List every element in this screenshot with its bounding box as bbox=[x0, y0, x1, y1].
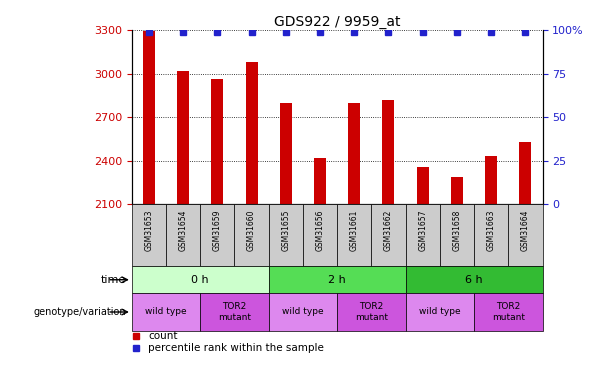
Bar bbox=[303, 204, 337, 266]
Text: percentile rank within the sample: percentile rank within the sample bbox=[148, 343, 324, 353]
Text: genotype/variation: genotype/variation bbox=[33, 307, 126, 317]
Bar bbox=[451, 177, 463, 204]
Bar bbox=[417, 166, 428, 204]
Bar bbox=[519, 142, 531, 204]
Bar bbox=[440, 204, 474, 266]
Text: GSM31657: GSM31657 bbox=[418, 209, 427, 251]
Bar bbox=[200, 204, 235, 266]
Text: GSM31653: GSM31653 bbox=[145, 209, 153, 251]
Title: GDS922 / 9959_at: GDS922 / 9959_at bbox=[274, 15, 400, 29]
Bar bbox=[337, 204, 371, 266]
Bar bbox=[200, 293, 268, 331]
Bar bbox=[371, 204, 406, 266]
Text: wild type: wild type bbox=[282, 308, 324, 316]
Text: 0 h: 0 h bbox=[191, 275, 209, 285]
Bar bbox=[143, 32, 155, 204]
Text: 2 h: 2 h bbox=[329, 275, 346, 285]
Text: GSM31663: GSM31663 bbox=[487, 209, 496, 251]
Text: TOR2
mutant: TOR2 mutant bbox=[218, 302, 251, 322]
Text: GSM31655: GSM31655 bbox=[281, 209, 291, 251]
Text: TOR2
mutant: TOR2 mutant bbox=[492, 302, 525, 322]
Bar bbox=[474, 204, 508, 266]
Bar bbox=[268, 266, 406, 293]
Text: wild type: wild type bbox=[145, 308, 187, 316]
Bar bbox=[268, 293, 337, 331]
Text: GSM31662: GSM31662 bbox=[384, 209, 393, 251]
Text: GSM31659: GSM31659 bbox=[213, 209, 222, 251]
Text: GSM31664: GSM31664 bbox=[521, 209, 530, 251]
Bar bbox=[348, 103, 360, 204]
Bar bbox=[314, 158, 326, 204]
Text: TOR2
mutant: TOR2 mutant bbox=[355, 302, 388, 322]
Bar bbox=[211, 80, 223, 204]
Bar bbox=[132, 293, 200, 331]
Text: GSM31658: GSM31658 bbox=[452, 209, 462, 251]
Bar bbox=[337, 293, 406, 331]
Text: GSM31660: GSM31660 bbox=[247, 209, 256, 251]
Bar bbox=[166, 204, 200, 266]
Text: count: count bbox=[148, 331, 178, 341]
Bar bbox=[485, 156, 497, 204]
Bar bbox=[280, 103, 292, 204]
Bar bbox=[406, 204, 440, 266]
Text: GSM31654: GSM31654 bbox=[178, 209, 188, 251]
Bar bbox=[474, 293, 543, 331]
Text: GSM31656: GSM31656 bbox=[316, 209, 324, 251]
Bar bbox=[406, 266, 543, 293]
Bar bbox=[132, 266, 268, 293]
Bar bbox=[234, 204, 268, 266]
Bar bbox=[177, 71, 189, 204]
Bar bbox=[383, 100, 395, 204]
Text: 6 h: 6 h bbox=[465, 275, 483, 285]
Bar bbox=[508, 204, 543, 266]
Bar bbox=[406, 293, 474, 331]
Text: GSM31661: GSM31661 bbox=[350, 209, 359, 251]
Text: time: time bbox=[101, 275, 126, 285]
Bar bbox=[246, 62, 257, 204]
Bar bbox=[268, 204, 303, 266]
Bar bbox=[132, 204, 166, 266]
Text: wild type: wild type bbox=[419, 308, 460, 316]
